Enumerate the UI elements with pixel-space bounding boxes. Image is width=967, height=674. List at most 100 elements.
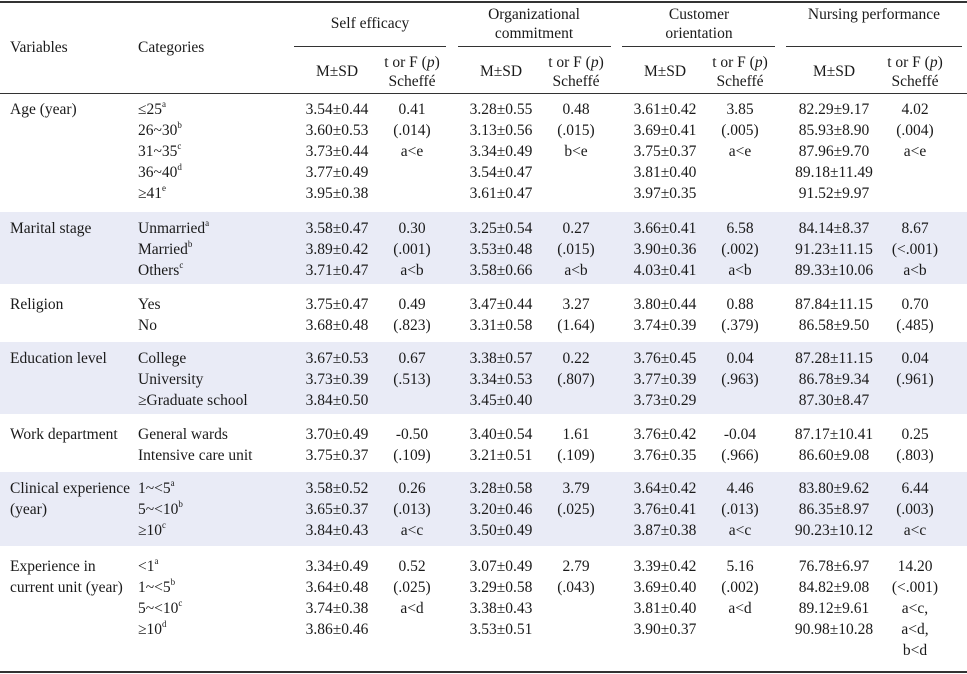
test-values: 0.88 (.379) (708, 294, 772, 336)
category-item: 1~<5a (138, 477, 175, 497)
msd-value: 3.71±0.47 (305, 262, 369, 279)
msd-value: 89.12±9.61 (798, 600, 870, 617)
test-value: 14.20 (897, 558, 933, 575)
test-value: (.025) (393, 579, 431, 596)
test-value: (.823) (393, 317, 431, 334)
msd-value: 87.17±10.41 (794, 426, 874, 443)
group-underline (294, 46, 446, 47)
msd-value: 3.75±0.37 (305, 447, 369, 464)
variable-label: Age (year) (10, 101, 77, 118)
msd-value: 3.90±0.37 (633, 621, 697, 638)
msd-value: 3.90±0.36 (633, 241, 697, 258)
msd-values: 3.61±0.42 3.69±0.41 3.75±0.37 3.81±0.40 3.97… (624, 99, 706, 204)
variable-label: Experience in current unit (year) (10, 558, 123, 596)
msd-value: 3.58±0.52 (305, 480, 369, 497)
category-item: Othersc (138, 259, 184, 279)
msd-value: 3.53±0.48 (469, 241, 533, 258)
test-value: 0.88 (726, 296, 754, 313)
category-list: <1a 1~<5b 5~<10c ≥10d (138, 556, 182, 640)
msd-value: 3.76±0.41 (633, 501, 697, 518)
category-list: Unmarrieda Marriedb Othersc (138, 218, 209, 281)
msd-value: 3.86±0.46 (305, 621, 369, 638)
test-value: a<d (728, 600, 752, 617)
test-values: 5.16 (.002) a<d (708, 556, 772, 619)
header-test-label: t or F (p) (887, 54, 943, 71)
msd-value: 3.73±0.39 (305, 371, 369, 388)
msd-value: 3.76±0.35 (633, 447, 697, 464)
category-item: 1~<5b (138, 576, 176, 596)
test-values: -0.04 (.966) (708, 424, 772, 466)
header-msd: M±SD (643, 63, 687, 80)
test-value: 5.16 (726, 558, 754, 575)
test-values: 0.41 (.014) a<e (380, 99, 444, 162)
test-value: (.513) (393, 371, 431, 388)
msd-value: 3.31±0.58 (469, 317, 533, 334)
msd-values: 87.28±11.15 86.78±9.34 87.30±8.47 (788, 348, 880, 411)
msd-value: 84.82±9.08 (798, 579, 870, 596)
msd-values: 82.29±9.17 85.93±8.90 87.96±9.70 89.18±11.4… (788, 99, 880, 204)
test-value: (<.001) (891, 579, 939, 596)
msd-value: 3.84±0.50 (305, 392, 369, 409)
msd-value: 91.23±11.15 (795, 241, 873, 258)
test-values: 3.85 (.005) a<e (708, 99, 772, 162)
test-value: 0.30 (398, 220, 426, 237)
msd-values: 3.76±0.42 3.76±0.35 (624, 424, 706, 466)
category-item: Yes (138, 296, 161, 313)
test-value: 3.85 (726, 101, 754, 118)
msd-value: 3.64±0.42 (633, 480, 697, 497)
msd-value: 3.54±0.44 (305, 101, 369, 118)
msd-value: 3.58±0.66 (469, 262, 533, 279)
test-value: (.015) (557, 241, 595, 258)
variable-label: Work department (10, 426, 118, 443)
msd-values: 3.58±0.47 3.89±0.42 3.71±0.47 (296, 218, 378, 281)
msd-value: 3.50±0.49 (469, 522, 533, 539)
test-value: a<e (728, 143, 752, 160)
header-self-efficacy: Self efficacy (330, 15, 410, 32)
msd-value: 3.38±0.43 (469, 600, 533, 617)
test-value: (.015) (557, 122, 595, 139)
msd-value: 86.35±8.97 (798, 501, 870, 518)
test-value: 0.70 (901, 296, 929, 313)
variable-label: Marital stage (10, 220, 92, 237)
msd-value: 3.38±0.57 (469, 350, 533, 367)
category-item: General wards (138, 426, 228, 443)
table-bottom-rule (0, 671, 967, 673)
test-value: 0.04 (726, 350, 754, 367)
test-value: (.043) (557, 579, 595, 596)
category-item: <1a (138, 555, 159, 575)
msd-value: 91.52±9.97 (798, 185, 870, 202)
msd-value: 4.03±0.41 (633, 262, 697, 279)
row-shading (0, 472, 967, 546)
msd-value: 3.87±0.38 (633, 522, 697, 539)
category-item: Intensive care unit (138, 447, 253, 464)
category-item: ≥41e (138, 182, 167, 202)
msd-value: 87.30±8.47 (798, 392, 870, 409)
header-organizational-commitment: Organizational commitment (488, 6, 580, 42)
category-list: 1~<5a 5~<10b ≥10c (138, 478, 183, 541)
test-value: 0.49 (398, 296, 426, 313)
test-value: (.013) (721, 501, 759, 518)
msd-value: 3.77±0.49 (305, 164, 369, 181)
header-scheffe-label: Scheffé (891, 73, 939, 90)
test-value: a<b (903, 262, 927, 279)
msd-values: 3.64±0.42 3.76±0.41 3.87±0.38 (624, 478, 706, 541)
msd-value: 3.73±0.44 (305, 143, 369, 160)
msd-value: 3.75±0.37 (633, 143, 697, 160)
table-top-rule (0, 1, 967, 3)
msd-value: 3.34±0.49 (469, 143, 533, 160)
test-value: 0.25 (901, 426, 929, 443)
category-item: 26~30b (138, 119, 182, 139)
test-value: (.109) (393, 447, 431, 464)
group-underline (622, 46, 775, 47)
group-underline (786, 46, 962, 47)
header-customer-orientation: Customer orientation (665, 6, 733, 42)
header-nursing-performance: Nursing performance (807, 6, 941, 23)
test-value: a<e (400, 143, 424, 160)
msd-value: 82.29±9.17 (798, 101, 870, 118)
msd-values: 3.54±0.44 3.60±0.53 3.73±0.44 3.77±0.49 3.95… (296, 99, 378, 204)
msd-value: 3.60±0.53 (305, 122, 369, 139)
header-scheffe-label: Scheffé (716, 73, 764, 90)
test-value: a<c (400, 522, 424, 539)
msd-value: 3.45±0.40 (469, 392, 533, 409)
